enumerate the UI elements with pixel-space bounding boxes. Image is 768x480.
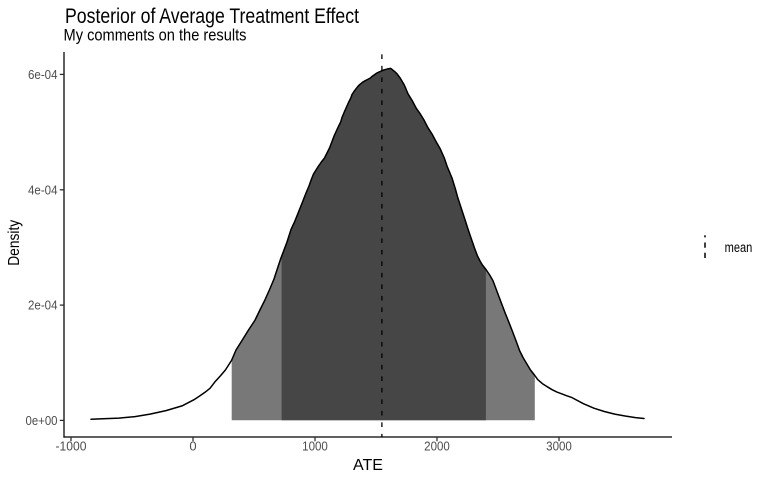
svg-text:-1000: -1000: [56, 438, 87, 453]
svg-text:4e-04: 4e-04: [28, 182, 58, 197]
svg-text:My comments on the results: My comments on the results: [64, 26, 247, 45]
svg-text:0: 0: [189, 438, 196, 453]
svg-text:0e+00: 0e+00: [26, 413, 58, 428]
svg-text:mean: mean: [725, 240, 753, 255]
svg-text:3000: 3000: [546, 438, 572, 453]
svg-text:Density: Density: [6, 220, 23, 266]
svg-text:1000: 1000: [302, 438, 328, 453]
svg-text:ATE: ATE: [353, 457, 383, 474]
svg-text:Posterior of Average Treatment: Posterior of Average Treatment Effect: [65, 5, 359, 28]
svg-text:2e-04: 2e-04: [28, 298, 58, 313]
svg-text:6e-04: 6e-04: [28, 67, 58, 82]
svg-text:2000: 2000: [424, 438, 450, 453]
